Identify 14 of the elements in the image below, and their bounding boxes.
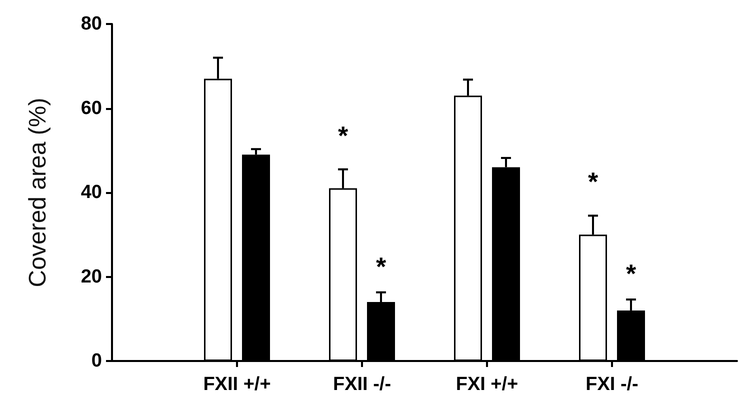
- x-tick-label: FXI +/+: [456, 374, 518, 395]
- y-tick-label: 60: [80, 98, 102, 119]
- x-tick-label: FXII +/+: [203, 374, 271, 395]
- annotation: *: [626, 258, 637, 288]
- y-tick-label: 20: [80, 266, 102, 288]
- x-tick-label: FXII -/-: [332, 374, 392, 395]
- annotation: *: [376, 251, 387, 282]
- y-tick-label: 0: [91, 350, 102, 372]
- y-tick-label: 40: [80, 182, 102, 203]
- y-axis-title: Covered area (%): [24, 98, 52, 288]
- y-tick-label: 80: [80, 14, 102, 34]
- annotation: *: [588, 166, 599, 197]
- annotation: *: [338, 120, 349, 150]
- x-tick-label: FXI -/-: [586, 374, 638, 395]
